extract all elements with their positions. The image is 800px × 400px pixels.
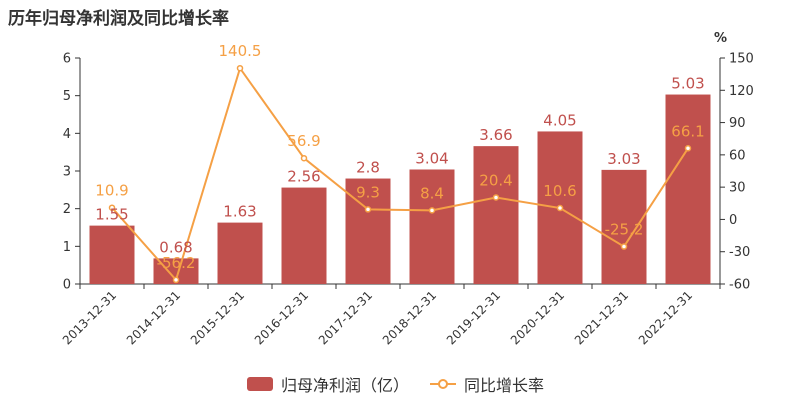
chart-title: 历年归母净利润及同比增长率 [8, 9, 229, 29]
legend-bar-swatch [247, 377, 273, 391]
bar-value-label: 4.05 [543, 111, 576, 129]
right-tick-label: 120 [729, 84, 754, 99]
bar-value-label: 1.63 [223, 203, 256, 221]
line-value-label: -56.2 [157, 254, 196, 272]
line-point [108, 204, 116, 211]
bar-value-label: 5.03 [671, 75, 704, 93]
x-tick-label: 2020-12-31 [508, 288, 567, 347]
line-value-label: 56.9 [287, 132, 320, 150]
right-tick-label: 150 [729, 52, 754, 67]
left-tick-label: 0 [63, 278, 71, 293]
bar-value-label: 0.68 [159, 238, 192, 256]
left-tick-label: 2 [63, 202, 71, 217]
bar [409, 169, 455, 284]
bar-data-labels: 1.55 0.68 1.63 2.56 2.8 3.04 3.66 4.05 3.03 5.03 [95, 75, 704, 257]
bar [281, 187, 327, 284]
left-tick-label: 6 [63, 52, 71, 67]
left-tick-label: 4 [63, 127, 71, 142]
line-point [300, 154, 308, 162]
line-point [620, 243, 628, 250]
x-tick-label: 2014-12-31 [124, 288, 183, 347]
line-value-label: 9.3 [356, 183, 380, 201]
x-tick-label: 2016-12-31 [252, 288, 311, 347]
line-value-label: 66.1 [671, 122, 704, 140]
right-tick-label: 30 [729, 181, 746, 196]
legend-line-swatch [430, 379, 456, 389]
bar [217, 222, 263, 284]
bar [345, 178, 391, 284]
bar [665, 94, 711, 284]
bar-value-label: 3.04 [415, 149, 448, 167]
legend-bar-label: 归母净利润（亿） [281, 376, 410, 395]
right-tick-label: 0 [729, 213, 737, 228]
right-y-axis: -60 -30 0 30 60 90 120 150% [714, 31, 754, 293]
right-tick-label: 90 [729, 116, 746, 131]
bar-value-label: 3.66 [479, 126, 512, 144]
line-value-label: 140.5 [219, 42, 262, 60]
legend-item-line[interactable]: 同比增长率 [430, 372, 544, 396]
bar [473, 146, 519, 284]
line-series [108, 64, 692, 284]
line-value-label: 8.4 [420, 184, 444, 202]
line-value-label: 10.9 [95, 182, 128, 200]
x-tick-label: 2013-12-31 [60, 288, 119, 347]
legend-item-bar[interactable]: 归母净利润（亿） [247, 372, 409, 396]
right-axis-unit: % [714, 31, 727, 46]
line-value-label: 20.4 [479, 171, 512, 189]
x-tick-label: 2018-12-31 [380, 288, 439, 347]
line-data-labels: 10.9 -56.2 140.5 56.9 9.3 8.4 20.4 10.6 -25.2 66.… [95, 42, 704, 272]
line-point [364, 206, 372, 213]
left-tick-label: 5 [63, 89, 71, 104]
bar-value-label: 2.8 [356, 159, 380, 177]
x-axis: 2013-12-31 2014-12-31 2015-12-31 2016-12-31… [60, 283, 721, 347]
bar [89, 225, 135, 284]
bar-value-label: 1.55 [95, 206, 128, 224]
bar-series [89, 94, 711, 284]
bar-value-label: 2.56 [287, 168, 320, 186]
line-value-label: -25.2 [605, 221, 644, 239]
right-tick-label: 60 [729, 148, 746, 163]
x-tick-label: 2017-12-31 [316, 288, 375, 347]
growth-line [111, 65, 689, 282]
legend: 归母净利润（亿） 同比增长率 [0, 372, 800, 396]
legend-line-label: 同比增长率 [464, 376, 545, 395]
x-tick-label: 2022-12-31 [636, 288, 695, 347]
x-tick-label: 2021-12-31 [572, 288, 631, 347]
line-point [492, 194, 500, 201]
bar [601, 169, 647, 284]
bar-value-label: 3.03 [607, 150, 640, 168]
line-point [236, 64, 244, 72]
line-value-label: 10.6 [543, 182, 576, 200]
right-tick-label: -30 [729, 245, 750, 260]
line-point [556, 204, 564, 212]
line-point [172, 276, 180, 284]
x-tick-label: 2019-12-31 [444, 288, 503, 347]
line-point [428, 207, 436, 214]
line-point [684, 145, 692, 152]
right-tick-label: -60 [729, 278, 750, 293]
left-tick-label: 3 [63, 165, 71, 180]
left-y-axis: 0 1 2 3 4 5 6 [63, 52, 81, 293]
left-tick-label: 1 [63, 240, 71, 255]
x-tick-label: 2015-12-31 [188, 288, 247, 347]
